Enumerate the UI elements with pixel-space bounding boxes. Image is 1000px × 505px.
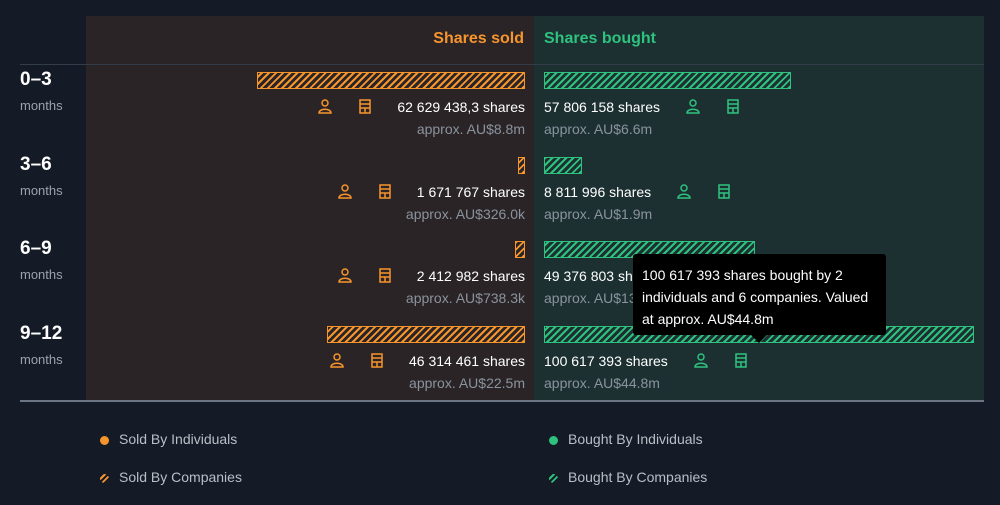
person-icon xyxy=(676,183,692,199)
sold-bar[interactable] xyxy=(515,241,525,258)
table-row: 0–3 months 62 629 438,3 shares approx. AU$8… xyxy=(0,64,1000,148)
sold-shares: 46 314 461 shares xyxy=(409,353,525,369)
bought-shares: 100 617 393 shares xyxy=(544,353,668,369)
legend-dot-sold-individuals xyxy=(100,436,109,445)
legend-label: Sold By Individuals xyxy=(119,431,238,447)
period-unit: months xyxy=(20,98,63,113)
person-icon xyxy=(337,267,353,283)
bought-approx: approx. AU$13 xyxy=(544,290,637,306)
bought-approx: approx. AU$44.8m xyxy=(544,375,660,391)
building-icon xyxy=(716,183,732,199)
sold-approx: approx. AU$738.3k xyxy=(405,290,525,306)
sold-approx: approx. AU$326.0k xyxy=(405,206,525,222)
building-icon xyxy=(377,183,393,199)
period-unit: months xyxy=(20,352,63,367)
building-icon xyxy=(377,267,393,283)
bought-approx: approx. AU$6.6m xyxy=(544,121,653,137)
person-icon xyxy=(693,352,709,368)
period-unit: months xyxy=(20,267,63,282)
building-icon xyxy=(369,352,385,368)
person-icon xyxy=(329,352,345,368)
period-label: 9–12 xyxy=(20,323,63,344)
sold-shares: 2 412 982 shares xyxy=(416,268,525,284)
person-icon xyxy=(317,98,333,114)
table-row: 6–9 months 2 412 982 shares approx. AU$738.… xyxy=(0,233,1000,317)
bought-shares: 49 376 803 shares xyxy=(544,268,660,284)
bought-shares: 57 806 158 shares xyxy=(544,99,660,115)
legend-hatch-sold-companies xyxy=(100,474,109,483)
period-label: 3–6 xyxy=(20,154,52,175)
table-row: 3–6 months 1 671 767 shares approx. AU$326.… xyxy=(0,149,1000,233)
legend-dot-bought-individuals xyxy=(549,436,558,445)
sold-approx: approx. AU$8.8m xyxy=(416,121,525,137)
bought-approx: approx. AU$1.9m xyxy=(544,206,653,222)
legend-label: Sold By Companies xyxy=(119,469,242,485)
legend-label: Bought By Individuals xyxy=(568,431,703,447)
header-shares-sold: Shares sold xyxy=(433,30,524,47)
header-shares-bought: Shares bought xyxy=(544,30,657,47)
legend-hatch-bought-companies xyxy=(549,474,558,483)
person-icon xyxy=(337,183,353,199)
building-icon xyxy=(357,98,373,114)
building-icon xyxy=(733,352,749,368)
sold-shares: 1 671 767 shares xyxy=(416,184,525,200)
header-divider xyxy=(20,64,984,65)
tooltip-text: 100 617 393 shares bought by 2 individua… xyxy=(642,267,869,327)
tooltip-arrow xyxy=(751,335,767,343)
bought-shares: 8 811 996 shares xyxy=(544,184,652,200)
period-label: 6–9 xyxy=(20,238,52,259)
person-icon xyxy=(685,98,701,114)
legend-label: Bought By Companies xyxy=(568,469,708,485)
period-label: 0–3 xyxy=(20,69,52,90)
sold-bar[interactable] xyxy=(257,72,525,89)
sold-bar[interactable] xyxy=(327,326,525,343)
period-unit: months xyxy=(20,183,63,198)
sold-approx: approx. AU$22.5m xyxy=(409,375,525,391)
sold-shares: 62 629 438,3 shares xyxy=(397,99,525,115)
bought-bar[interactable] xyxy=(544,157,582,174)
chart-baseline xyxy=(20,400,984,402)
building-icon xyxy=(725,98,741,114)
bought-bar[interactable] xyxy=(544,72,791,89)
sold-bar[interactable] xyxy=(518,157,525,174)
tooltip: 100 617 393 shares bought by 2 individua… xyxy=(633,254,886,335)
